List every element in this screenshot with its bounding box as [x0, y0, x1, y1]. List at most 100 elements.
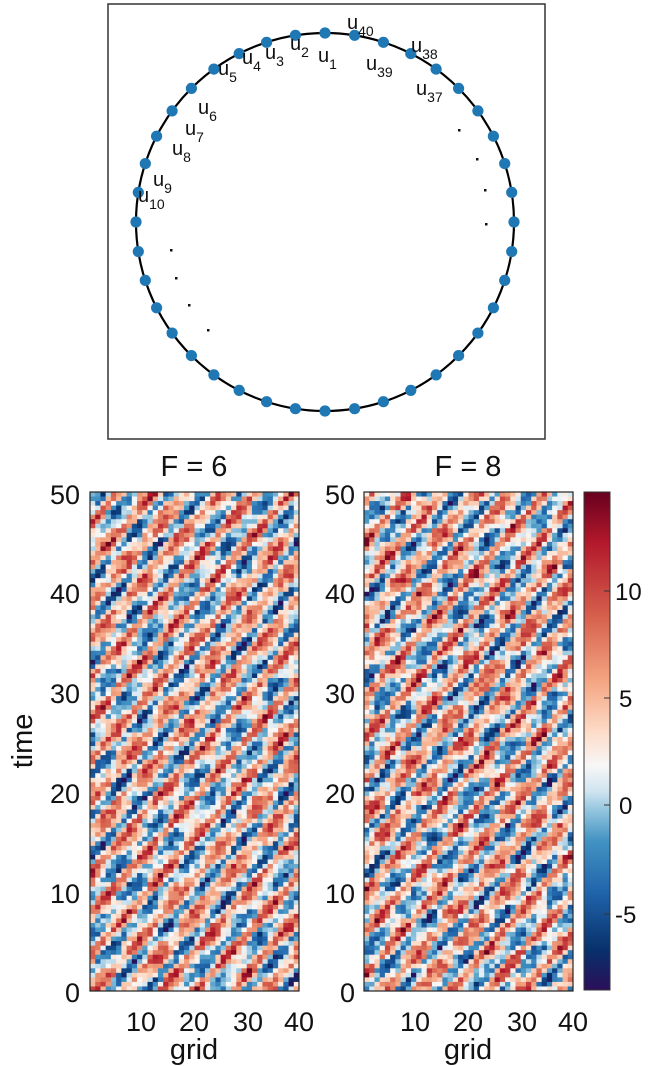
heatmap-cell: [142, 546, 149, 552]
heatmap-cell: [147, 505, 154, 511]
heatmap-cell: [178, 932, 185, 938]
heatmap-cell: [137, 723, 143, 729]
heatmap-cell: [283, 932, 290, 938]
heatmap-cell: [157, 873, 164, 879]
heatmap-cell: [110, 986, 117, 991]
heatmap-cell: [189, 628, 196, 634]
heatmap-cell: [236, 727, 243, 734]
heatmap-cell: [131, 700, 138, 706]
heatmap-cell: [147, 714, 154, 720]
heatmap-cell: [131, 732, 138, 738]
heatmap-cell: [231, 614, 237, 620]
heatmap-cell: [110, 773, 117, 779]
heatmap-cell: [137, 505, 143, 511]
heatmap-cell: [541, 492, 548, 498]
heatmap-cell: [278, 895, 284, 901]
x-tick-label: 20: [179, 1007, 209, 1037]
heatmap-cell: [173, 963, 180, 969]
heatmap-cell: [142, 768, 149, 774]
heatmap-cell: [147, 922, 154, 929]
heatmap-cell: [95, 841, 102, 847]
heatmap-cell: [157, 560, 164, 566]
heatmap-cell: [525, 510, 532, 516]
heatmap-cell: [364, 519, 370, 525]
heatmap-cell: [105, 605, 112, 611]
heatmap-cell: [110, 650, 117, 656]
heatmap-cell: [194, 573, 201, 579]
heatmap-cell: [147, 564, 154, 570]
heatmap-cell: [288, 795, 295, 802]
heatmap-cell: [437, 537, 443, 543]
heatmap-cell: [241, 700, 248, 706]
heatmap-cell: [236, 632, 243, 638]
heatmap-cell: [236, 891, 243, 897]
heatmap-cell: [283, 600, 290, 607]
heatmap-cell: [369, 528, 376, 534]
heatmap-cell: [236, 868, 243, 874]
heatmap-cell: [152, 514, 159, 520]
heatmap-cell: [484, 519, 490, 525]
heatmap-cell: [257, 873, 264, 879]
heatmap-cell: [168, 587, 175, 593]
heatmap-cell: [525, 523, 532, 529]
heatmap-cell: [147, 718, 154, 724]
heatmap-cell: [152, 736, 159, 743]
heatmap-cell: [225, 546, 232, 552]
heatmap-cell: [283, 705, 290, 711]
heatmap-cell: [478, 532, 485, 538]
heatmap-cell: [267, 532, 274, 538]
heatmap-cell: [241, 791, 248, 797]
heatmap-cell: [142, 859, 149, 865]
heatmap-cell: [246, 659, 253, 665]
heatmap-cell: [278, 723, 284, 729]
heatmap-cell: [163, 677, 169, 684]
heatmap-cell: [278, 950, 284, 956]
heatmap-cell: [283, 841, 290, 847]
heatmap-cell: [142, 537, 149, 543]
heatmap-cell: [131, 655, 138, 661]
heatmap-cell: [231, 655, 237, 661]
heatmap-cell: [163, 918, 169, 924]
heatmap-cell: [142, 981, 149, 988]
heatmap-cell: [142, 736, 149, 743]
heatmap-cell: [241, 805, 248, 811]
heatmap-cell: [251, 782, 258, 788]
heatmap-cell: [90, 587, 96, 593]
heatmap-cell: [137, 941, 143, 947]
heatmap-cell: [121, 691, 128, 697]
heatmap-cell: [199, 632, 206, 638]
heatmap-cell: [90, 687, 96, 693]
heatmap-cell: [272, 904, 279, 910]
heatmap-cell: [262, 682, 269, 688]
heatmap-cell: [220, 578, 227, 584]
heatmap-cell: [210, 546, 216, 552]
heatmap-cell: [241, 591, 248, 597]
heatmap-cell: [416, 505, 423, 511]
heatmap-cell: [267, 963, 274, 969]
heatmap-cell: [142, 791, 149, 797]
heatmap-cell: [278, 746, 284, 752]
heatmap-cell: [246, 886, 253, 892]
heatmap-cell: [552, 514, 558, 520]
heatmap-cell: [364, 532, 370, 538]
heatmap-cell: [152, 619, 159, 625]
heatmap-cell: [199, 619, 206, 625]
heatmap-cell: [105, 619, 112, 625]
heatmap-cell: [189, 809, 196, 815]
heatmap-cell: [116, 873, 122, 879]
heatmap-cell: [110, 519, 117, 525]
heatmap-cell: [262, 868, 269, 874]
heatmap-cell: [220, 959, 227, 965]
heatmap-cell: [251, 564, 258, 570]
heatmap-cell: [262, 650, 269, 656]
heatmap-cell: [126, 873, 133, 879]
heatmap-cell: [510, 532, 517, 538]
heatmap-cell: [204, 696, 211, 702]
heatmap-cell: [110, 741, 117, 747]
heatmap-cell: [199, 741, 206, 747]
heatmap-cell: [204, 859, 211, 865]
heatmap-cell: [231, 922, 237, 929]
heatmap-cell: [121, 877, 128, 883]
heatmap-cell: [142, 945, 149, 951]
heatmap-cell: [210, 600, 216, 607]
